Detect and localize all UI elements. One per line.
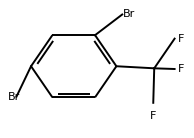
Text: F: F	[178, 34, 184, 44]
Text: F: F	[178, 64, 184, 74]
Text: F: F	[150, 111, 156, 121]
Text: Br: Br	[8, 92, 20, 102]
Text: Br: Br	[123, 10, 135, 19]
